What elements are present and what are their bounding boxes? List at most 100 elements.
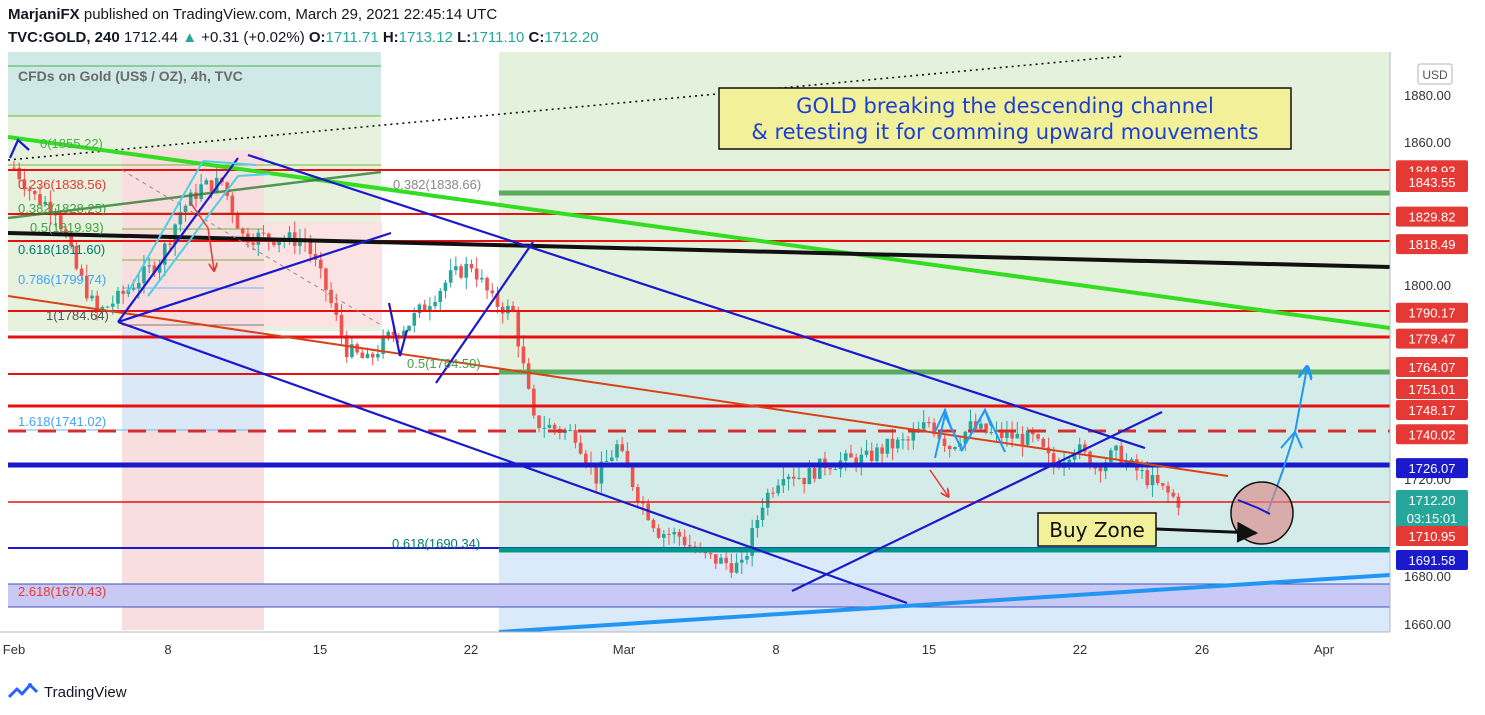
candle-body [1036,434,1040,439]
candle-body [968,421,973,432]
candle-body [38,194,42,205]
buy-zone-arrow [1155,521,1259,543]
candle-body [178,212,183,225]
price-tag-bg [1396,458,1468,479]
candle-body [947,446,952,450]
countdown: 03:15:01 [1407,511,1458,526]
candle-body [776,485,780,494]
candle-body [999,430,1004,438]
dotted-trendline [8,55,1126,161]
price-chart[interactable]: 0(1855.22) 0.236(1838.56) 0.382(1828.25)… [0,52,1485,677]
candle-body [885,438,890,454]
candle-body [750,527,754,556]
low-value: 1711.10 [471,29,525,46]
candle-body [984,423,988,433]
tick-1800: 1800.00 [1404,278,1451,293]
price-tag: 1748.17 [1409,403,1456,418]
candle-body [1083,444,1087,452]
candle-body [266,233,271,240]
fib-label-0382: 0.382(1828.25) [18,201,106,216]
candle-body [105,306,110,308]
fib-label-1: 1(1784.64) [46,308,109,323]
candle-body [183,205,188,213]
candle-body [12,167,16,169]
candle-body [433,302,437,307]
price-tag-bg [1396,302,1468,323]
candle-body [859,454,864,467]
cyan-flag [127,160,271,297]
candle-body [662,533,666,538]
ohlc-line: TVC:GOLD, 240 1712.44 ▲ +0.31 (+0.02%) O… [8,29,599,46]
candle-body [22,179,27,190]
price-tag-bg [1396,400,1468,420]
price-tag: 1829.82 [1409,210,1456,225]
candle-body [412,312,417,326]
candle-body [610,457,614,461]
candle-body [204,180,209,185]
candle-body [786,476,791,480]
time-label-apr: Apr [1314,642,1335,657]
candle-body [240,228,245,234]
candle-body [1093,467,1098,469]
symbol-label: TVC:GOLD, 240 [8,29,120,46]
candle-body [474,268,479,280]
candle-body [485,277,489,291]
candle-body [584,453,588,464]
fib-labels: 0(1855.22) 0.236(1838.56) 0.382(1828.25)… [18,136,481,599]
fib-label-r05: 0.5(1764.50) [407,356,481,371]
candle-body [199,184,203,200]
price-tag-bg [1396,550,1468,570]
candle-body [677,531,682,537]
candle-body [812,468,817,479]
candle-body [901,439,905,441]
candle-body [1109,450,1113,463]
price-tag-bg [1396,490,1468,510]
candle-body [568,430,573,432]
tick-1660: 1660.00 [1404,617,1451,632]
candle-body [932,422,936,435]
candle-body [272,239,276,246]
candle-body [1114,445,1118,451]
candle-body [318,259,323,269]
candle-body [802,477,806,485]
price-ticks: 1880.00 1860.00 1800.00 1720.00 1680.00 … [1404,88,1451,632]
buy-zone-label: Buy Zone [1037,512,1157,547]
candle-body [516,311,521,347]
candle-body [370,353,375,358]
candle-body [578,442,583,454]
candle-body [906,439,910,441]
candle-body [1041,438,1046,448]
candle-body [407,325,411,331]
tradingview-wordmark: TradingView [44,683,127,701]
buy-zone-text: Buy Zone [1049,518,1145,542]
zone-2618-band [8,584,1390,607]
price-tag-bg [1396,234,1468,255]
time-axis[interactable]: Feb 8 15 22 Mar 8 15 22 26 Apr [0,631,1485,677]
close-value: 1712.20 [544,29,599,46]
candle-body [162,243,167,265]
fib-lines [8,65,1390,608]
price-axis[interactable]: USD 1880.00 1860.00 1800.00 1720.00 1680… [1389,52,1485,632]
candle-body [1171,492,1176,497]
candle-body [43,201,47,205]
fib-label-r0382: 0.382(1838.66) [393,177,481,192]
close-label: C: [528,29,545,46]
candle-body [287,232,292,240]
red-trendline [8,295,1229,477]
fib-label-05: 0.5(1819.93) [30,220,104,235]
candle-body [573,430,578,443]
candle-body [682,536,687,546]
candle-body [95,295,99,312]
candle-body [360,352,365,359]
candle-body [277,241,281,246]
price-tag-bg [1396,172,1468,192]
price-tag: 1712.20 [1409,493,1456,508]
open-value: 1711.71 [325,29,379,46]
candle-body [526,363,531,389]
candle-body [828,468,832,470]
price-levels [8,169,1390,553]
tradingview-logo[interactable]: TradingView [8,682,127,702]
buy-zone-path [1237,499,1271,515]
author-name: MarjaniFX [8,6,80,23]
candle-body [235,213,240,229]
